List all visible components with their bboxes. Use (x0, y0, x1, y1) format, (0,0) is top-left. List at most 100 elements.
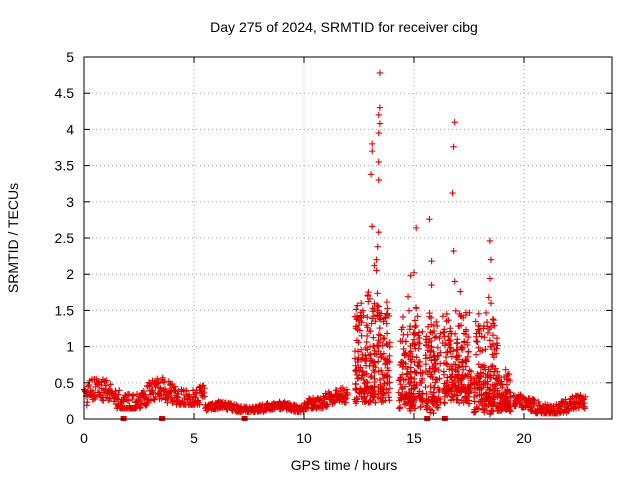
data-point (186, 391, 193, 398)
data-point (417, 370, 424, 377)
data-point (425, 396, 432, 403)
data-point (504, 376, 512, 383)
x-axis-label: GPS time / hours (291, 457, 398, 473)
data-point (476, 377, 483, 385)
data-point (456, 389, 464, 396)
data-point (152, 383, 159, 391)
data-point (354, 302, 361, 309)
data-point (499, 395, 507, 403)
data-point (384, 379, 392, 387)
data-point (446, 337, 453, 344)
data-point (439, 313, 447, 320)
data-point (472, 318, 479, 325)
data-point (356, 327, 364, 334)
data-point (423, 390, 430, 398)
data-point (416, 334, 423, 342)
y-tick-label: 0.5 (55, 375, 75, 391)
data-point (408, 358, 415, 365)
x-tick-label: 20 (516, 430, 532, 446)
data-point (434, 344, 442, 351)
data-point (504, 387, 511, 394)
data-point (495, 374, 502, 381)
data-point (384, 364, 391, 372)
data-point (494, 391, 501, 398)
data-point (402, 376, 410, 383)
data-point (380, 335, 387, 343)
data-point (441, 400, 449, 407)
data-point (451, 278, 458, 285)
data-point (422, 360, 430, 368)
data-point (352, 380, 359, 387)
data-point (430, 389, 438, 396)
data-point (492, 350, 500, 357)
data-point (404, 365, 411, 373)
data-point (369, 140, 376, 148)
data-point (140, 387, 148, 395)
data-point (506, 407, 513, 414)
data-point (484, 394, 491, 401)
data-point (462, 311, 470, 319)
data-point (443, 361, 451, 368)
data-point (450, 143, 457, 150)
data-point (503, 393, 510, 401)
data-point (429, 394, 437, 401)
y-tick-label: 0 (66, 411, 74, 427)
data-point (482, 309, 490, 317)
data-point (411, 375, 418, 383)
data-point (89, 387, 97, 395)
data-point (406, 390, 414, 397)
data-point (449, 189, 456, 197)
data-point (364, 379, 371, 386)
data-point (450, 361, 458, 368)
data-point (457, 288, 464, 295)
data-point (116, 387, 123, 394)
data-point (505, 370, 513, 378)
data-point (98, 379, 105, 386)
data-point (453, 340, 460, 347)
data-point (382, 360, 389, 368)
data-point (370, 334, 377, 341)
data-point (462, 372, 469, 379)
data-point (154, 375, 161, 382)
data-point (364, 292, 371, 300)
grid-lines (84, 57, 612, 419)
data-point (458, 343, 465, 351)
data-point (415, 329, 423, 336)
data-point (424, 346, 432, 354)
data-point (410, 336, 418, 343)
data-point (473, 384, 481, 391)
data-point (466, 367, 473, 374)
data-point (422, 383, 429, 391)
data-point (125, 397, 132, 404)
data-point (432, 356, 440, 363)
data-point (423, 338, 430, 346)
data-point (358, 299, 365, 307)
data-point (373, 342, 381, 349)
data-point (401, 352, 408, 359)
data-point (165, 378, 173, 385)
data-point (370, 362, 377, 370)
data-point (375, 176, 382, 184)
data-point (492, 385, 499, 392)
data-point (443, 317, 450, 325)
x-tick-label: 5 (190, 430, 198, 446)
data-point (432, 333, 440, 340)
data-point (437, 349, 444, 356)
data-point (431, 366, 439, 373)
data-point (581, 399, 588, 407)
data-point (459, 366, 467, 373)
data-point (410, 399, 417, 406)
data-point (375, 303, 382, 310)
data-point (454, 396, 461, 403)
data-point (397, 381, 404, 388)
data-point (375, 331, 382, 338)
data-point (408, 404, 415, 412)
data-point (103, 377, 111, 384)
data-point (159, 377, 167, 385)
data-point (466, 309, 473, 316)
data-point (490, 316, 497, 324)
data-point (359, 398, 366, 405)
data-point (418, 379, 425, 387)
data-point (486, 390, 494, 398)
data-point (462, 330, 470, 338)
